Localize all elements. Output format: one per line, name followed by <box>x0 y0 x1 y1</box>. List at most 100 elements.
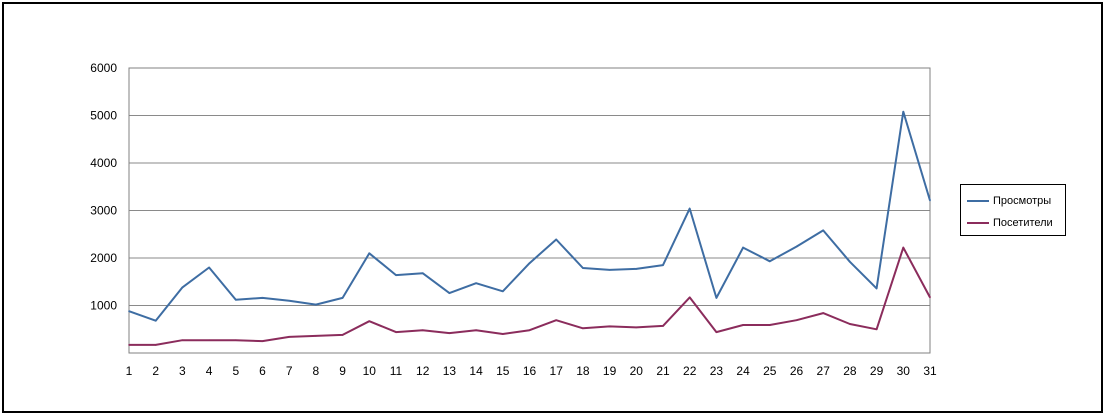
legend-item-series-2: Посетители <box>967 215 1053 231</box>
data-point-series-2 <box>421 329 424 332</box>
data-point-series-1 <box>582 267 584 269</box>
data-point-series-1 <box>315 303 317 306</box>
y-tick-label: 5000 <box>90 109 117 123</box>
data-point-series-1 <box>555 238 557 241</box>
data-point-series-1 <box>769 260 771 263</box>
data-point-series-2 <box>662 325 664 327</box>
data-point-series-1 <box>448 292 451 294</box>
data-point-series-2 <box>822 312 824 314</box>
data-point-series-1 <box>635 268 638 270</box>
y-tick-label: 6000 <box>90 61 117 75</box>
x-tick-label: 25 <box>763 364 777 378</box>
data-point-series-1 <box>528 262 531 265</box>
data-point-series-2 <box>769 324 771 326</box>
data-point-series-2 <box>235 339 237 341</box>
data-point-series-2 <box>341 334 344 336</box>
x-tick-label: 14 <box>469 364 483 378</box>
data-point-series-2 <box>181 339 184 341</box>
legend-swatch-series-1 <box>967 200 989 202</box>
x-tick-label: 24 <box>736 364 750 378</box>
data-point-series-2 <box>795 319 798 322</box>
x-tick-label: 31 <box>923 364 937 378</box>
data-point-series-1 <box>902 110 905 113</box>
x-tick-label: 15 <box>496 364 510 378</box>
x-tick-label: 20 <box>630 364 644 378</box>
data-point-series-2 <box>368 320 371 322</box>
data-point-series-2 <box>528 329 531 332</box>
x-tick-label: 17 <box>550 364 564 378</box>
data-point-series-1 <box>502 290 504 293</box>
x-tick-label: 8 <box>313 364 320 378</box>
x-tick-label: 7 <box>286 364 293 378</box>
x-tick-label: 18 <box>576 364 590 378</box>
x-tick-label: 5 <box>232 364 239 378</box>
y-tick-label: 2000 <box>90 251 117 265</box>
data-point-series-2 <box>582 327 584 330</box>
legend-label-series-1: Просмотры <box>993 195 1052 207</box>
data-point-series-2 <box>288 336 291 338</box>
data-point-series-1 <box>929 199 931 202</box>
data-point-series-2 <box>688 296 691 299</box>
data-point-series-1 <box>395 274 397 276</box>
data-point-series-1 <box>154 319 157 322</box>
data-point-series-1 <box>288 299 291 302</box>
data-point-series-1 <box>688 207 691 210</box>
y-tick-label: 4000 <box>90 156 117 170</box>
y-tick-label: 3000 <box>90 204 117 218</box>
data-point-series-1 <box>822 229 824 232</box>
x-tick-label: 12 <box>416 364 430 378</box>
data-point-series-2 <box>875 328 878 331</box>
data-point-series-1 <box>715 297 718 299</box>
data-point-series-1 <box>341 297 344 299</box>
series-lines <box>128 110 931 346</box>
data-point-series-1 <box>742 246 744 249</box>
x-tick-label: 10 <box>363 364 377 378</box>
x-tick-label: 6 <box>259 364 266 378</box>
data-point-series-1 <box>368 252 371 255</box>
x-tick-label: 23 <box>710 364 724 378</box>
x-tick-label: 19 <box>603 364 617 378</box>
data-point-series-1 <box>261 297 264 299</box>
data-point-series-2 <box>128 344 130 346</box>
legend-swatch-series-2 <box>967 222 989 224</box>
data-point-series-1 <box>662 264 664 266</box>
x-tick-label: 29 <box>870 364 884 378</box>
data-point-series-2 <box>395 331 397 333</box>
data-point-series-2 <box>929 296 931 299</box>
y-axis-ticks: 1000 2000 3000 4000 5000 6000 <box>90 61 117 313</box>
gridlines <box>129 67 930 306</box>
data-point-series-1 <box>875 287 878 290</box>
data-point-series-1 <box>475 282 477 284</box>
x-tick-label: 1 <box>126 364 133 378</box>
data-point-series-1 <box>421 272 424 275</box>
x-axis-ticks: 1 2 3 4 5 6 7 8 9 10 11 12 13 14 15 16 17 18 19 20 21 22 23 24 2… <box>126 364 937 378</box>
data-point-series-2 <box>208 339 210 341</box>
x-tick-label: 4 <box>206 364 213 378</box>
data-point-series-2 <box>715 331 718 333</box>
x-tick-label: 13 <box>443 364 457 378</box>
plot-area <box>128 67 931 354</box>
legend: Просмотры Посетители <box>960 184 1066 236</box>
data-point-series-2 <box>555 319 557 322</box>
x-tick-label: 28 <box>843 364 857 378</box>
x-tick-label: 2 <box>152 364 159 378</box>
data-point-series-1 <box>795 245 798 248</box>
data-point-series-1 <box>608 269 611 271</box>
data-point-series-2 <box>849 323 851 325</box>
data-point-series-2 <box>502 333 504 335</box>
data-point-series-1 <box>181 286 184 289</box>
x-tick-label: 27 <box>817 364 831 378</box>
data-point-series-1 <box>208 266 210 269</box>
x-tick-label: 21 <box>656 364 670 378</box>
data-point-series-2 <box>635 326 638 329</box>
x-tick-label: 3 <box>179 364 186 378</box>
series-line-1 <box>128 110 931 322</box>
data-point-series-1 <box>849 261 851 263</box>
data-point-series-2 <box>608 325 611 328</box>
data-point-series-2 <box>315 335 317 337</box>
x-tick-label: 9 <box>339 364 346 378</box>
data-point-series-2 <box>261 340 264 342</box>
data-point-series-2 <box>742 324 744 326</box>
